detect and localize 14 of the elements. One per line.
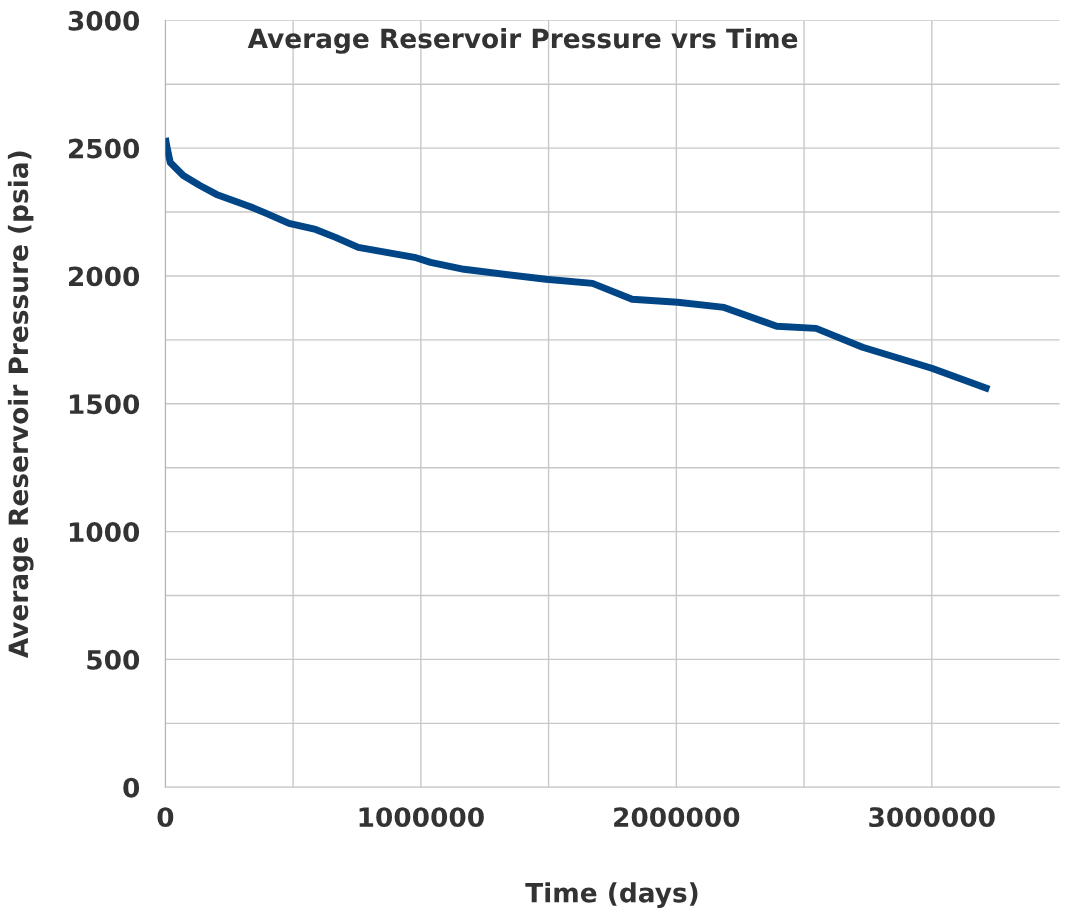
chart-title: Average Reservoir Pressure vrs Time bbox=[247, 28, 798, 54]
y-tick-label: 3000 bbox=[68, 10, 140, 31]
x-tick-label: 1000000 bbox=[359, 807, 484, 828]
y-tick-label: 2500 bbox=[69, 138, 140, 159]
y-tick-label: 500 bbox=[87, 649, 140, 670]
y-axis-title: Average Reservoir Pressure (psia) bbox=[7, 151, 34, 659]
y-tick-label: 1500 bbox=[69, 394, 140, 415]
y-tick-label: 0 bbox=[123, 777, 140, 798]
x-tick-label: 2000000 bbox=[614, 807, 740, 828]
y-tick-label: 1000 bbox=[69, 522, 140, 543]
y-tick-label: 2000 bbox=[69, 266, 140, 287]
x-tick-label: 3000000 bbox=[869, 807, 995, 828]
x-axis-title: Time (days) bbox=[525, 882, 698, 908]
x-tick-label: 0 bbox=[157, 807, 174, 828]
